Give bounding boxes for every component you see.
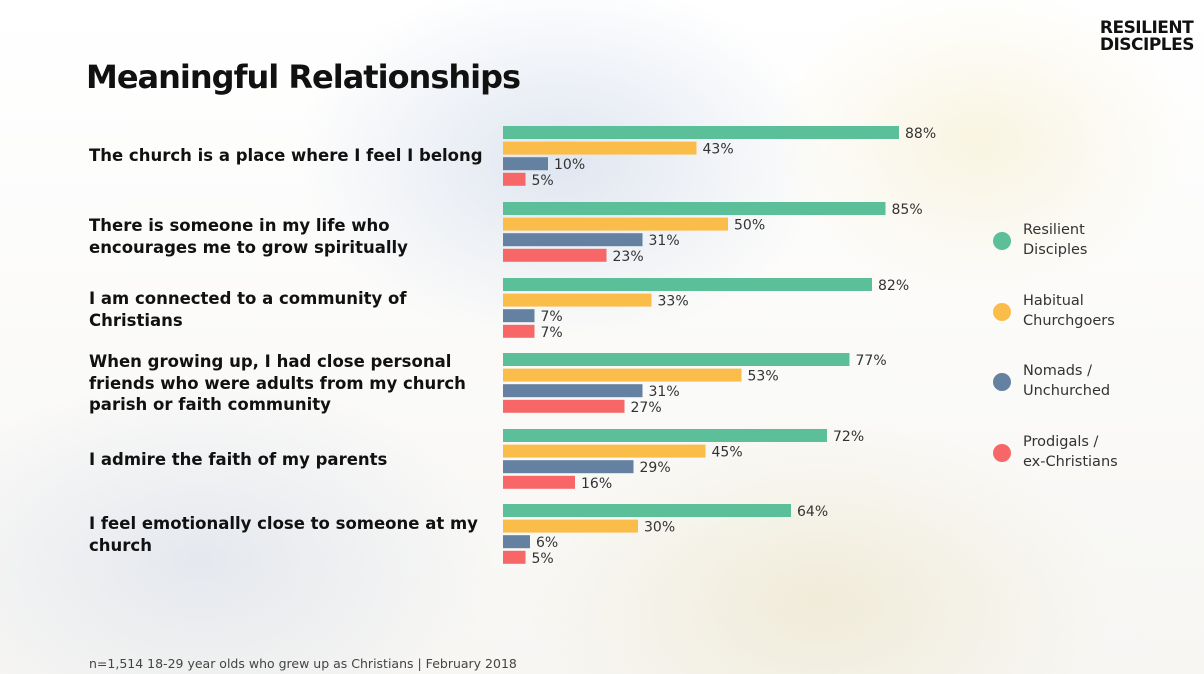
legend-label-habitual-churchgoers: Habitual Churchgoers	[1023, 293, 1115, 329]
data-label: 64%	[797, 504, 828, 520]
legend-label-nomads: Nomads / Unchurched	[1023, 363, 1111, 399]
footnote: n=1,514 18-29 year olds who grew up as C…	[89, 656, 517, 671]
bar	[503, 141, 697, 155]
category-label: I am connected to a community of Christi…	[89, 289, 407, 330]
legend-swatch-resilient-disciples	[993, 232, 1011, 250]
bar	[503, 368, 742, 382]
data-label: 77%	[856, 353, 887, 369]
data-label: 45%	[712, 445, 743, 461]
data-label: 29%	[640, 460, 671, 476]
data-label: 23%	[613, 249, 644, 265]
data-label: 50%	[734, 218, 765, 234]
data-label: 7%	[541, 325, 563, 341]
category-label: The church is a place where I feel I bel…	[89, 146, 483, 165]
bar	[503, 202, 886, 215]
data-label: 33%	[658, 294, 689, 310]
data-label: 5%	[532, 551, 554, 567]
legend-swatch-prodigals	[993, 444, 1011, 462]
bar	[503, 399, 625, 413]
legend-swatch-habitual-churchgoers	[993, 303, 1011, 321]
data-label: 31%	[649, 233, 680, 249]
data-label: 16%	[581, 476, 612, 492]
data-label: 72%	[833, 429, 864, 445]
category-label: I feel emotionally close to someone at m…	[89, 514, 478, 555]
bar	[503, 475, 575, 489]
bar	[503, 550, 526, 564]
bar	[503, 324, 535, 338]
bar	[503, 535, 530, 549]
data-label: 30%	[644, 520, 675, 536]
data-label: 5%	[532, 173, 554, 189]
category-label: There is someone in my life who encourag…	[89, 216, 408, 257]
bar	[503, 293, 652, 307]
data-label: 85%	[892, 202, 923, 218]
bar	[503, 444, 706, 458]
bar	[503, 460, 634, 474]
bar	[503, 248, 607, 262]
data-label: 31%	[649, 384, 680, 400]
bar	[503, 429, 827, 442]
data-label: 53%	[748, 369, 779, 385]
bar	[503, 217, 728, 231]
data-label: 43%	[703, 142, 734, 158]
bar	[503, 519, 638, 533]
legend-swatch-nomads	[993, 373, 1011, 391]
data-label: 82%	[878, 278, 909, 294]
bar	[503, 233, 643, 247]
bar	[503, 157, 548, 171]
data-label: 27%	[631, 400, 662, 416]
bar	[503, 504, 791, 517]
data-label: 6%	[536, 535, 558, 551]
brand-logo-line1: RESILIENT	[1099, 18, 1194, 38]
category-label: When growing up, I had close personal fr…	[89, 352, 466, 414]
bar	[503, 309, 535, 323]
bar	[503, 384, 643, 398]
legend-label-resilient-disciples: Resilient Disciples	[1023, 222, 1088, 258]
legend-label-prodigals: Prodigals / ex-Christians	[1023, 434, 1118, 470]
data-label: 10%	[554, 157, 585, 173]
page-title: Meaningful Relationships	[86, 58, 521, 96]
bar	[503, 126, 899, 139]
data-label: 88%	[905, 126, 936, 142]
bar	[503, 278, 872, 291]
brand-logo: RESILIENT DISCIPLES	[1099, 18, 1195, 55]
data-label: 7%	[541, 309, 563, 325]
bar	[503, 172, 526, 186]
category-label: I admire the faith of my parents	[89, 450, 388, 469]
brand-logo-line2: DISCIPLES	[1099, 35, 1195, 55]
bar	[503, 353, 850, 366]
